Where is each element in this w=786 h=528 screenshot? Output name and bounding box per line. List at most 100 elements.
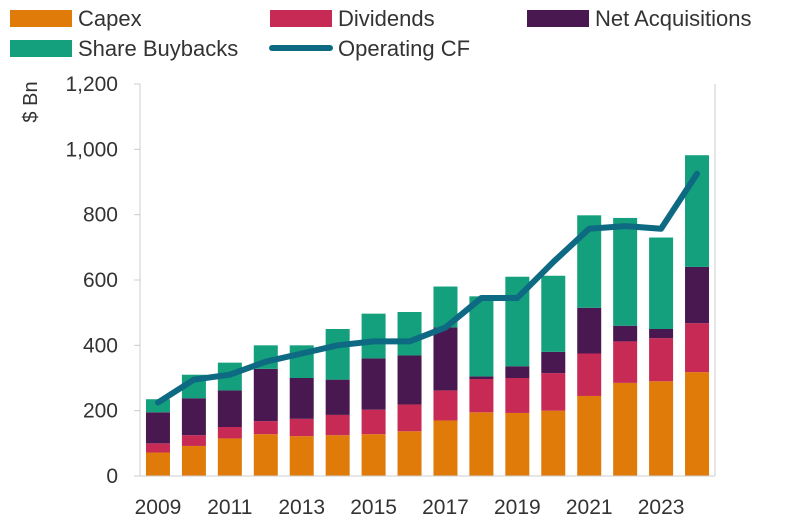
- point-operating-cf-2009: [157, 402, 159, 403]
- bar-dividends-2023: [649, 338, 674, 382]
- legend-label-dividends: Dividends: [338, 6, 435, 31]
- point-operating-cf-2020: [552, 261, 554, 263]
- bar-dividends-2019: [505, 378, 530, 413]
- bar-share-buybacks-2022: [613, 217, 638, 326]
- bar-net-acquisitions-2011: [217, 390, 242, 427]
- bar-capex-2010: [181, 445, 206, 476]
- point-operating-cf-2014: [337, 344, 339, 346]
- bar-share-buybacks-2018: [469, 296, 494, 377]
- point-operating-cf-2022: [624, 225, 626, 227]
- point-operating-cf-2013: [301, 353, 303, 354]
- x-tick-label-2017: 2017: [422, 496, 469, 519]
- bar-net-acquisitions-2014: [325, 379, 350, 415]
- y-tick-label-400: 400: [83, 334, 118, 357]
- legend-item-capex: Capex: [10, 6, 142, 31]
- bar-capex-2014: [325, 435, 350, 476]
- x-tick-label-2023: 2023: [638, 496, 685, 519]
- bars: [145, 155, 710, 476]
- bar-capex-2023: [649, 381, 674, 476]
- x-tick-label-2013: 2013: [278, 496, 325, 519]
- x-tick-label-2021: 2021: [566, 496, 613, 519]
- bar-dividends-2013: [289, 418, 314, 437]
- bar-share-buybacks-2020: [541, 275, 566, 352]
- bar-capex-2019: [505, 412, 530, 476]
- bar-capex-2013: [289, 436, 314, 476]
- y-tick-label-0: 0: [106, 465, 118, 488]
- bar-capex-2015: [361, 434, 386, 476]
- legend-swatch-share-buybacks: [10, 40, 72, 57]
- bar-net-acquisitions-2024: [685, 266, 710, 324]
- bar-capex-2012: [253, 434, 278, 476]
- bar-dividends-2021: [577, 353, 602, 396]
- bar-capex-2016: [397, 431, 422, 476]
- bar-net-acquisitions-2023: [649, 329, 674, 339]
- x-tick-label-2009: 2009: [135, 496, 182, 519]
- point-operating-cf-2015: [373, 340, 375, 342]
- y-axis-title: $ Bn: [20, 81, 42, 122]
- bar-share-buybacks-2016: [397, 312, 422, 356]
- bar-dividends-2010: [181, 435, 206, 446]
- x-tick-label-2011: 2011: [207, 496, 252, 519]
- y-tick-label-1000: 1,000: [65, 138, 118, 161]
- bar-net-acquisitions-2022: [613, 325, 638, 342]
- point-operating-cf-2019: [516, 297, 518, 299]
- bar-capex-2011: [217, 438, 242, 476]
- bar-net-acquisitions-2021: [577, 307, 602, 354]
- bar-net-acquisitions-2016: [397, 355, 422, 405]
- bar-dividends-2014: [325, 414, 350, 436]
- bar-net-acquisitions-2009: [145, 412, 170, 444]
- legend-label-operating-cf: Operating CF: [338, 36, 470, 61]
- y-tick-label-600: 600: [83, 269, 118, 292]
- point-operating-cf-2018: [480, 297, 482, 299]
- bar-net-acquisitions-2018: [469, 376, 494, 379]
- bar-net-acquisitions-2015: [361, 358, 386, 410]
- bar-capex-2021: [577, 395, 602, 476]
- bar-dividends-2020: [541, 373, 566, 411]
- bar-dividends-2018: [469, 378, 494, 413]
- legend-item-net-acquisitions: Net Acquisitions: [527, 6, 752, 31]
- point-operating-cf-2016: [409, 340, 411, 342]
- legend-item-dividends: Dividends: [270, 6, 435, 31]
- bar-capex-2017: [433, 420, 458, 476]
- legend-label-net-acquisitions: Net Acquisitions: [595, 6, 752, 31]
- bar-net-acquisitions-2012: [253, 368, 278, 422]
- bar-capex-2018: [469, 412, 494, 476]
- legend-item-share-buybacks: Share Buybacks: [10, 36, 238, 61]
- bar-dividends-2022: [613, 341, 638, 383]
- legend-swatch-capex: [10, 10, 72, 27]
- bar-capex-2024: [685, 372, 710, 476]
- bar-dividends-2011: [217, 427, 242, 439]
- legend-label-capex: Capex: [78, 6, 142, 31]
- point-operating-cf-2024: [696, 173, 698, 175]
- bar-net-acquisitions-2019: [505, 366, 530, 378]
- bar-share-buybacks-2009: [145, 399, 170, 413]
- bar-share-buybacks-2014: [325, 329, 350, 380]
- x-tick-label-2019: 2019: [494, 496, 541, 519]
- bar-dividends-2012: [253, 421, 278, 435]
- bar-capex-2009: [145, 452, 170, 476]
- bar-net-acquisitions-2017: [433, 327, 458, 391]
- bar-capex-2022: [613, 382, 638, 476]
- point-operating-cf-2012: [265, 361, 267, 363]
- legend-label-share-buybacks: Share Buybacks: [78, 36, 238, 61]
- legend-swatch-dividends: [270, 10, 332, 27]
- legend-item-operating-cf: Operating CF: [269, 36, 470, 61]
- y-tick-label-200: 200: [83, 400, 118, 423]
- y-axis: 0 200 400 600 800 1,000 1,200: [65, 73, 140, 488]
- bar-share-buybacks-2015: [361, 313, 386, 359]
- x-tick-label-2015: 2015: [350, 496, 397, 519]
- point-operating-cf-2017: [444, 326, 446, 328]
- bar-dividends-2016: [397, 404, 422, 432]
- bar-dividends-2024: [685, 323, 710, 373]
- point-operating-cf-2023: [660, 228, 662, 230]
- bar-dividends-2009: [145, 443, 170, 453]
- point-operating-cf-2010: [193, 379, 195, 381]
- bar-net-acquisitions-2013: [289, 378, 314, 419]
- bar-net-acquisitions-2010: [181, 398, 206, 436]
- point-operating-cf-2021: [588, 228, 590, 230]
- operating-cf-line-layer: [155, 170, 700, 406]
- bar-share-buybacks-2023: [649, 237, 674, 329]
- bar-dividends-2017: [433, 390, 458, 421]
- legend: Capex Dividends Net Acquisitions Share B…: [10, 6, 752, 61]
